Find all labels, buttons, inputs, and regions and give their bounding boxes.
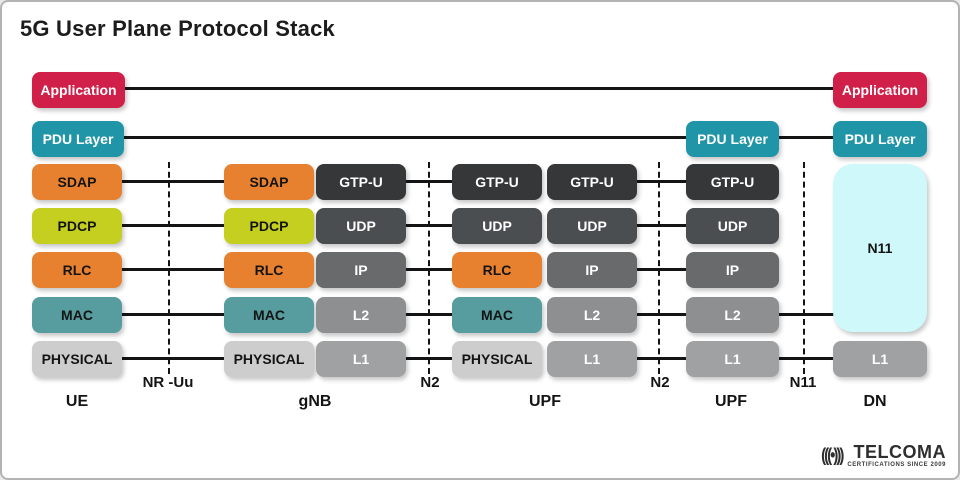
label-gnb: gNB <box>298 393 332 410</box>
connector-line <box>636 267 687 271</box>
protocol-box-upf1-l2: L2 <box>547 297 637 333</box>
protocol-box-ue-physical: PHYSICAL <box>32 341 122 377</box>
page-title: 5G User Plane Protocol Stack <box>20 16 335 41</box>
protocol-box-upf2-pdu-layer: PDU Layer <box>686 121 779 157</box>
logo-name: TELCOMA <box>853 442 946 462</box>
logo-text: TELCOMA CERTIFICATIONS SINCE 2009 <box>847 443 946 468</box>
protocol-box-gnb-l1: L1 <box>316 341 406 377</box>
protocol-box-upf1-l1: L1 <box>547 341 637 377</box>
connector-line <box>636 312 687 316</box>
label-upf-2: UPF <box>715 393 747 410</box>
protocol-box-gnb-l2: L2 <box>316 297 406 333</box>
protocol-box-upf1-udp-left: UDP <box>452 208 542 244</box>
label-dn: DN <box>863 393 887 410</box>
label-ue: UE <box>65 393 89 410</box>
n2-interface-line-1 <box>428 162 430 374</box>
connector-line <box>778 356 834 360</box>
connector-line <box>121 223 225 227</box>
protocol-box-ue-pdu-layer: PDU Layer <box>32 121 124 157</box>
protocol-box-ue-pdcp: PDCP <box>32 208 122 244</box>
telcoma-logo: (((•))) TELCOMA CERTIFICATIONS SINCE 200… <box>821 443 946 468</box>
protocol-box-upf2-gtp-u: GTP-U <box>686 164 779 200</box>
protocol-box-gnb-mac: MAC <box>224 297 314 333</box>
protocol-box-upf1-udp-right: UDP <box>547 208 637 244</box>
connector-line <box>123 135 687 139</box>
protocol-box-ue-application: Application <box>32 72 125 108</box>
connector-line <box>778 135 834 139</box>
protocol-box-gnb-udp: UDP <box>316 208 406 244</box>
antenna-icon: (((•))) <box>821 444 844 467</box>
connector-line <box>121 356 225 360</box>
connector-line <box>636 223 687 227</box>
logo-tagline: CERTIFICATIONS SINCE 2009 <box>847 462 946 468</box>
protocol-box-ue-rlc: RLC <box>32 252 122 288</box>
connector-line <box>636 356 687 360</box>
protocol-box-upf2-udp: UDP <box>686 208 779 244</box>
protocol-box-gnb-gtp-u: GTP-U <box>316 164 406 200</box>
protocol-box-upf1-physical: PHYSICAL <box>452 341 542 377</box>
label-upf-1: UPF <box>529 393 561 410</box>
protocol-box-upf1-gtp-u-right: GTP-U <box>547 164 637 200</box>
label-nr-uu: NR -Uu <box>142 374 194 391</box>
protocol-box-gnb-rlc: RLC <box>224 252 314 288</box>
label-n11: N11 <box>789 374 817 391</box>
protocol-box-dn-n11: N11 <box>833 164 927 332</box>
n11-interface-line <box>803 162 805 374</box>
protocol-box-upf2-l1: L1 <box>686 341 779 377</box>
protocol-box-upf1-gtp-u-left: GTP-U <box>452 164 542 200</box>
connector-line <box>123 86 834 90</box>
label-n2-2: N2 <box>650 374 670 391</box>
protocol-box-upf2-ip: IP <box>686 252 779 288</box>
protocol-box-upf1-ip: IP <box>547 252 637 288</box>
protocol-box-dn-l1: L1 <box>833 341 927 377</box>
protocol-box-dn-application: Application <box>833 72 927 108</box>
n2-interface-line-2 <box>658 162 660 374</box>
connector-line <box>778 312 834 316</box>
label-n2-1: N2 <box>420 374 440 391</box>
connector-line <box>636 179 687 183</box>
protocol-box-upf2-l2: L2 <box>686 297 779 333</box>
protocol-box-upf1-rlc: RLC <box>452 252 542 288</box>
nr-uu-interface-line <box>168 162 170 374</box>
protocol-box-upf1-mac: MAC <box>452 297 542 333</box>
protocol-box-ue-mac: MAC <box>32 297 122 333</box>
protocol-box-gnb-sdap: SDAP <box>224 164 314 200</box>
connector-line <box>121 179 225 183</box>
protocol-box-gnb-pdcp: PDCP <box>224 208 314 244</box>
protocol-box-dn-pdu-layer: PDU Layer <box>833 121 927 157</box>
protocol-box-ue-sdap: SDAP <box>32 164 122 200</box>
connector-line <box>121 267 225 271</box>
protocol-box-gnb-ip: IP <box>316 252 406 288</box>
connector-line <box>121 312 225 316</box>
protocol-box-gnb-physical: PHYSICAL <box>224 341 314 377</box>
